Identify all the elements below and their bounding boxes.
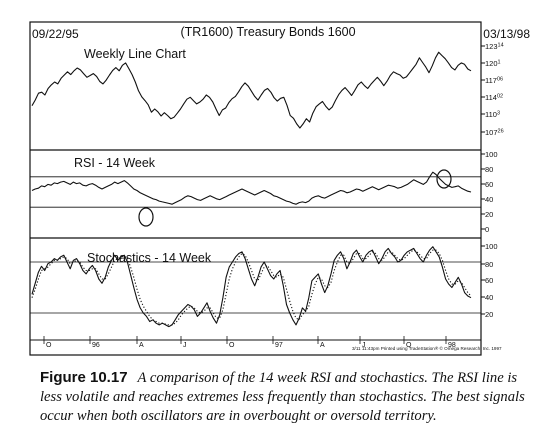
stoch-ytick-label: 100 bbox=[485, 242, 498, 251]
rsi-low-circle bbox=[138, 207, 154, 227]
rsi-ytick-label: 80 bbox=[485, 165, 493, 174]
stoch-series-1 bbox=[31, 246, 472, 328]
xtick-label: 98 bbox=[448, 342, 456, 349]
stoch-ytick-label: 20 bbox=[485, 310, 493, 319]
rsi-ytick-label: 20 bbox=[485, 210, 493, 219]
price-ytick-label: 10726 bbox=[485, 128, 504, 137]
xtick-label: O bbox=[406, 342, 412, 349]
stoch-ytick-label: 60 bbox=[485, 276, 493, 285]
header-title: (TR1600) Treasury Bonds 1600 bbox=[180, 25, 355, 39]
caption-label: Figure 10.17 bbox=[40, 369, 128, 386]
price-ytick-label: 11402 bbox=[485, 93, 503, 102]
price-series-1 bbox=[31, 51, 472, 129]
xtick-label: O bbox=[46, 342, 52, 349]
footer-note: 3/11 11:43pm Printed using TradeStation®… bbox=[352, 345, 502, 351]
rsi-panel-title: RSI - 14 Week bbox=[74, 156, 156, 170]
stoch-panel-title: Stochastics - 14 Week bbox=[87, 251, 212, 265]
xtick-label: A bbox=[139, 342, 144, 349]
price-ytick-label: 12314 bbox=[485, 42, 504, 51]
figure-frame bbox=[29, 21, 482, 356]
price-ytick-label: 1103 bbox=[485, 110, 500, 119]
rsi-ytick-label: 100 bbox=[485, 150, 498, 159]
xtick-label: J bbox=[183, 342, 187, 349]
rsi-series-1 bbox=[31, 171, 472, 205]
rsi-high-circle bbox=[436, 169, 452, 189]
date-start: 09/22/95 bbox=[32, 27, 79, 41]
xtick-label: O bbox=[229, 342, 235, 349]
rsi-ytick-label: 40 bbox=[485, 195, 493, 204]
date-end: 03/13/98 bbox=[483, 27, 530, 41]
xtick-label: 97 bbox=[275, 342, 283, 349]
xtick-label: J bbox=[362, 342, 366, 349]
xtick-label: A bbox=[320, 342, 325, 349]
rsi-ytick-label: 60 bbox=[485, 180, 493, 189]
stoch-ytick-label: 40 bbox=[485, 293, 493, 302]
price-panel-title: Weekly Line Chart bbox=[84, 47, 186, 61]
stoch-ytick-label: 80 bbox=[485, 260, 493, 269]
xtick-label: 96 bbox=[92, 342, 100, 349]
stoch-series-2 bbox=[31, 249, 472, 326]
rsi-ytick-label: 0 bbox=[485, 225, 489, 234]
figure-caption: Figure 10.17 A comparison of the 14 week … bbox=[40, 368, 540, 426]
price-ytick-label: 11706 bbox=[485, 76, 503, 85]
price-ytick-label: 1201 bbox=[485, 59, 501, 68]
caption-text: A comparison of the 14 week RSI and stoc… bbox=[40, 370, 525, 424]
